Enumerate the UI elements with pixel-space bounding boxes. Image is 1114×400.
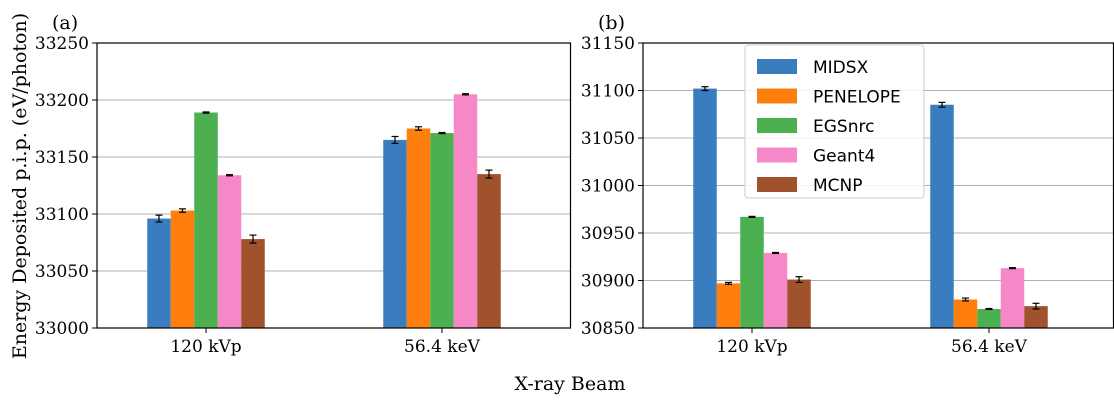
- legend-swatch: [757, 177, 797, 192]
- legend-label: Geant4: [813, 147, 875, 167]
- y-tick-label: 33200: [35, 91, 89, 111]
- legend-swatch: [757, 88, 797, 104]
- y-axis-title: Energy Deposited p.i.p. (eV/photon): [9, 13, 31, 359]
- bar-penelope-56kev: [953, 299, 978, 328]
- bar-midsx-56kev: [930, 104, 954, 328]
- legend-swatch: [757, 147, 797, 163]
- x-axis-title: X-ray Beam: [514, 373, 625, 395]
- y-tick-label: 31050: [581, 129, 635, 149]
- legend-swatch: [757, 59, 797, 74]
- legend: MIDSX PENELOPE EGSnrc Geant4 MCNP: [744, 44, 925, 199]
- bar-mcnp-120kvp: [241, 239, 265, 328]
- y-tick-label: 31100: [581, 82, 635, 102]
- y-tick-label: 31000: [581, 177, 635, 197]
- y-tick-label: 33250: [35, 34, 89, 54]
- bar-geant4-56kev: [1000, 268, 1025, 328]
- axes-frame: [96, 42, 572, 329]
- y-tick-label: 33150: [35, 148, 89, 168]
- bar-midsx-56kev: [383, 139, 407, 328]
- x-tick-label: 120 kVp: [170, 337, 241, 357]
- bar-mcnp-120kvp: [787, 279, 811, 328]
- panel-b: 30850 30900 30950 31000 31050 31100 31150 120 k…: [581, 12, 1114, 357]
- x-tick-label: 120 kVp: [716, 337, 787, 357]
- panel-label: (a): [52, 12, 78, 34]
- y-tick-label: 30950: [581, 224, 635, 244]
- bar-egsnrc-120kvp: [194, 112, 218, 328]
- x-tick-label: 56.4 keV: [951, 337, 1028, 357]
- bar-egsnrc-120kvp: [740, 216, 764, 328]
- bar-geant4-56kev: [453, 94, 478, 328]
- legend-swatch: [757, 118, 797, 133]
- bar-mcnp-56kev: [1024, 306, 1048, 328]
- bar-geant4-120kvp: [217, 175, 242, 328]
- legend-label: EGSnrc: [813, 117, 874, 137]
- bar-midsx-120kvp: [147, 218, 171, 328]
- y-tick-label: 30850: [581, 319, 635, 339]
- bar-penelope-56kev: [406, 128, 431, 328]
- y-tick-label: 33000: [35, 319, 89, 339]
- bar-midsx-120kvp: [693, 88, 717, 328]
- panel-a: 33000 33050 33100 33150 33200 33250 120 kVp 56.…: [35, 12, 572, 357]
- y-tick-label: 30900: [581, 272, 635, 292]
- bar-egsnrc-56kev: [977, 309, 1001, 328]
- bar-penelope-120kvp: [716, 283, 741, 328]
- y-tick-label: 31150: [581, 34, 635, 54]
- panel-label: (b): [598, 12, 625, 34]
- bar-mcnp-56kev: [477, 174, 501, 328]
- x-tick-label: 56.4 keV: [404, 337, 481, 357]
- bar-egsnrc-56kev: [430, 133, 454, 328]
- legend-label: PENELOPE: [813, 88, 901, 108]
- bar-geant4-120kvp: [763, 252, 788, 328]
- y-tick-label: 33050: [35, 262, 89, 282]
- bar-penelope-120kvp: [170, 210, 195, 328]
- legend-label: MCNP: [813, 176, 863, 196]
- y-tick-label: 33100: [35, 205, 89, 225]
- legend-label: MIDSX: [813, 58, 869, 78]
